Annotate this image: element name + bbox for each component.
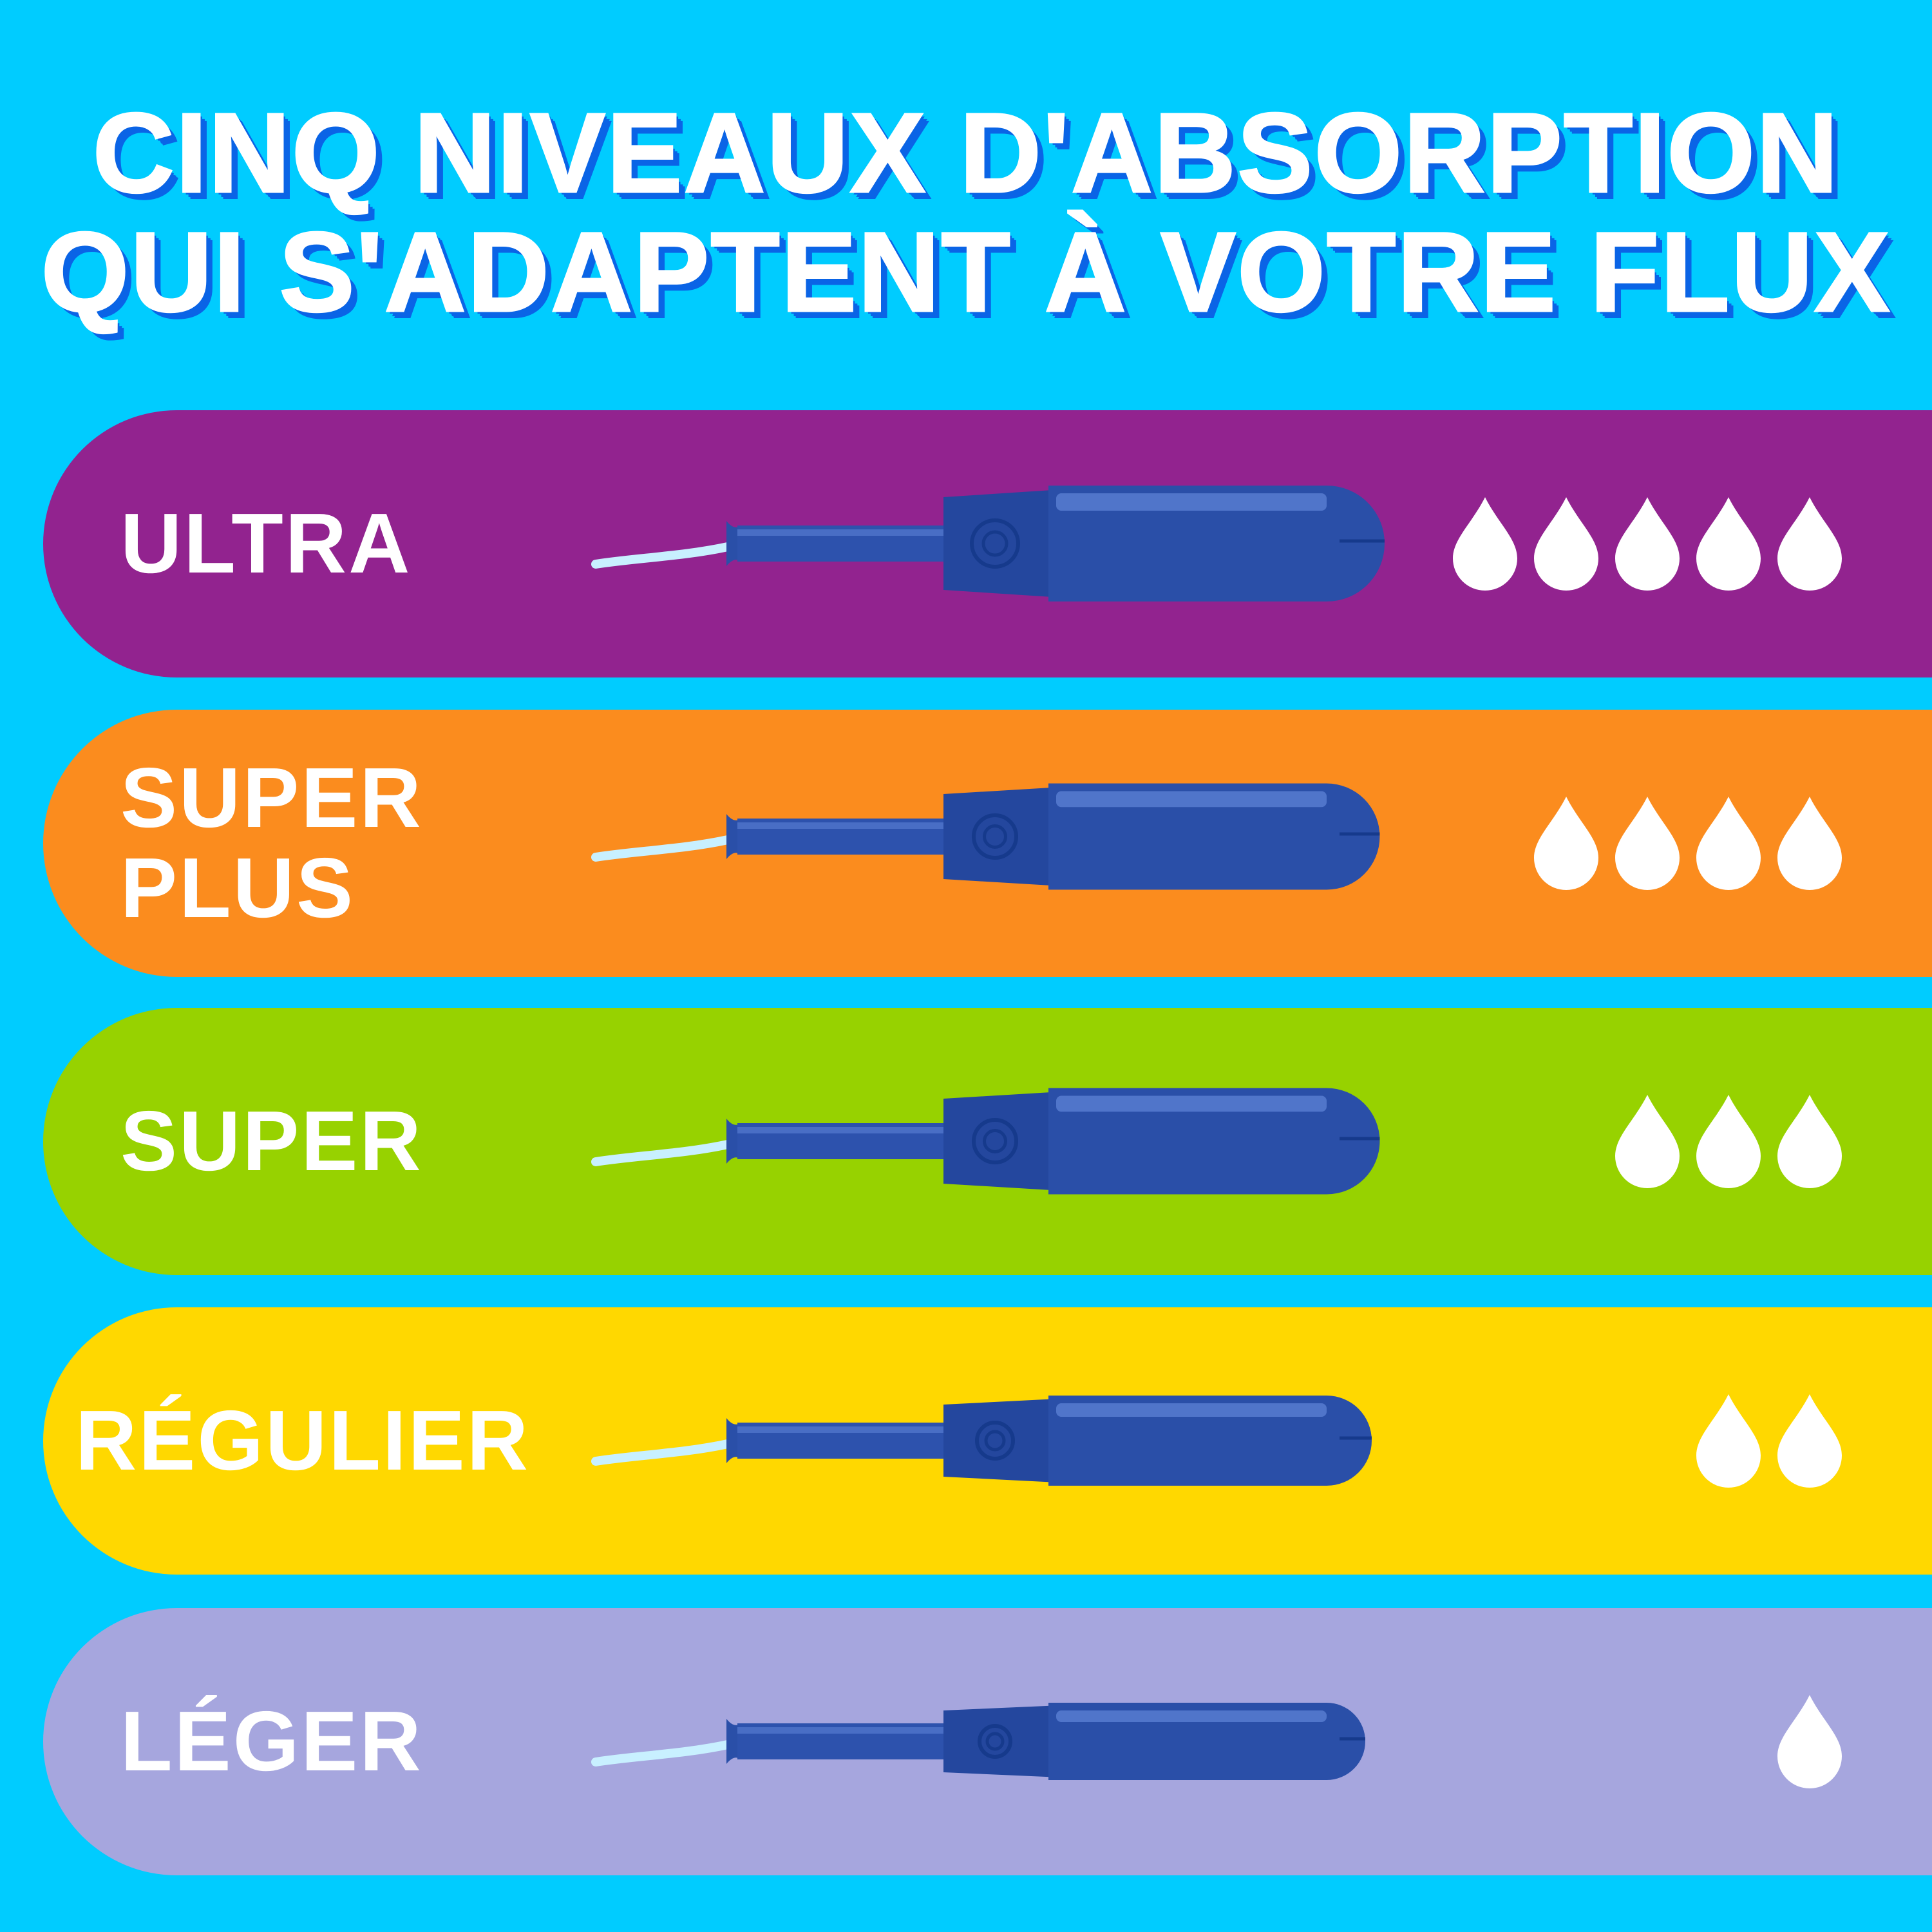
absorbency-row-1: SUPER PLUS xyxy=(43,710,1932,977)
drop-icon xyxy=(1534,797,1598,890)
drop-icon xyxy=(1696,497,1761,591)
drop-icon xyxy=(1696,1095,1761,1188)
absorbency-row-2: SUPER xyxy=(43,1008,1932,1275)
tampon-applicator-image xyxy=(591,1396,1372,1486)
drop-icon xyxy=(1777,1695,1842,1788)
absorbency-label: SUPER PLUS xyxy=(120,750,423,935)
absorbency-row-0: ULTRA xyxy=(43,410,1932,677)
drop-icon xyxy=(1534,497,1598,591)
tampon-applicator-image xyxy=(591,1088,1380,1195)
absorbency-label: SUPER xyxy=(120,1094,423,1188)
drop-icon xyxy=(1777,797,1842,890)
absorbency-label: LÉGER xyxy=(120,1694,423,1788)
drop-icon xyxy=(1777,497,1842,591)
headline-line-1: CINQ NIVEAUX D'ABSORPTION xyxy=(91,90,1840,216)
drop-icon xyxy=(1696,797,1761,890)
tampon-applicator-image xyxy=(591,783,1380,890)
drop-icon xyxy=(1696,1394,1761,1488)
tampon-applicator-image xyxy=(591,1703,1365,1780)
drop-icon xyxy=(1777,1394,1842,1488)
headline-line-2: QUI S'ADAPTENT À VOTRE FLUX xyxy=(40,209,1891,336)
drop-icon xyxy=(1615,497,1680,591)
absorbency-label: ULTRA xyxy=(120,496,412,591)
absorbency-row-4: LÉGER xyxy=(43,1608,1932,1875)
absorbency-label: RÉGULIER xyxy=(75,1393,531,1488)
absorbency-row-3: RÉGULIER xyxy=(43,1307,1932,1575)
drop-icon xyxy=(1615,797,1680,890)
drop-icon xyxy=(1615,1095,1680,1188)
tampon-applicator-image xyxy=(591,486,1385,601)
drop-icon xyxy=(1777,1095,1842,1188)
drop-icon xyxy=(1453,497,1517,591)
